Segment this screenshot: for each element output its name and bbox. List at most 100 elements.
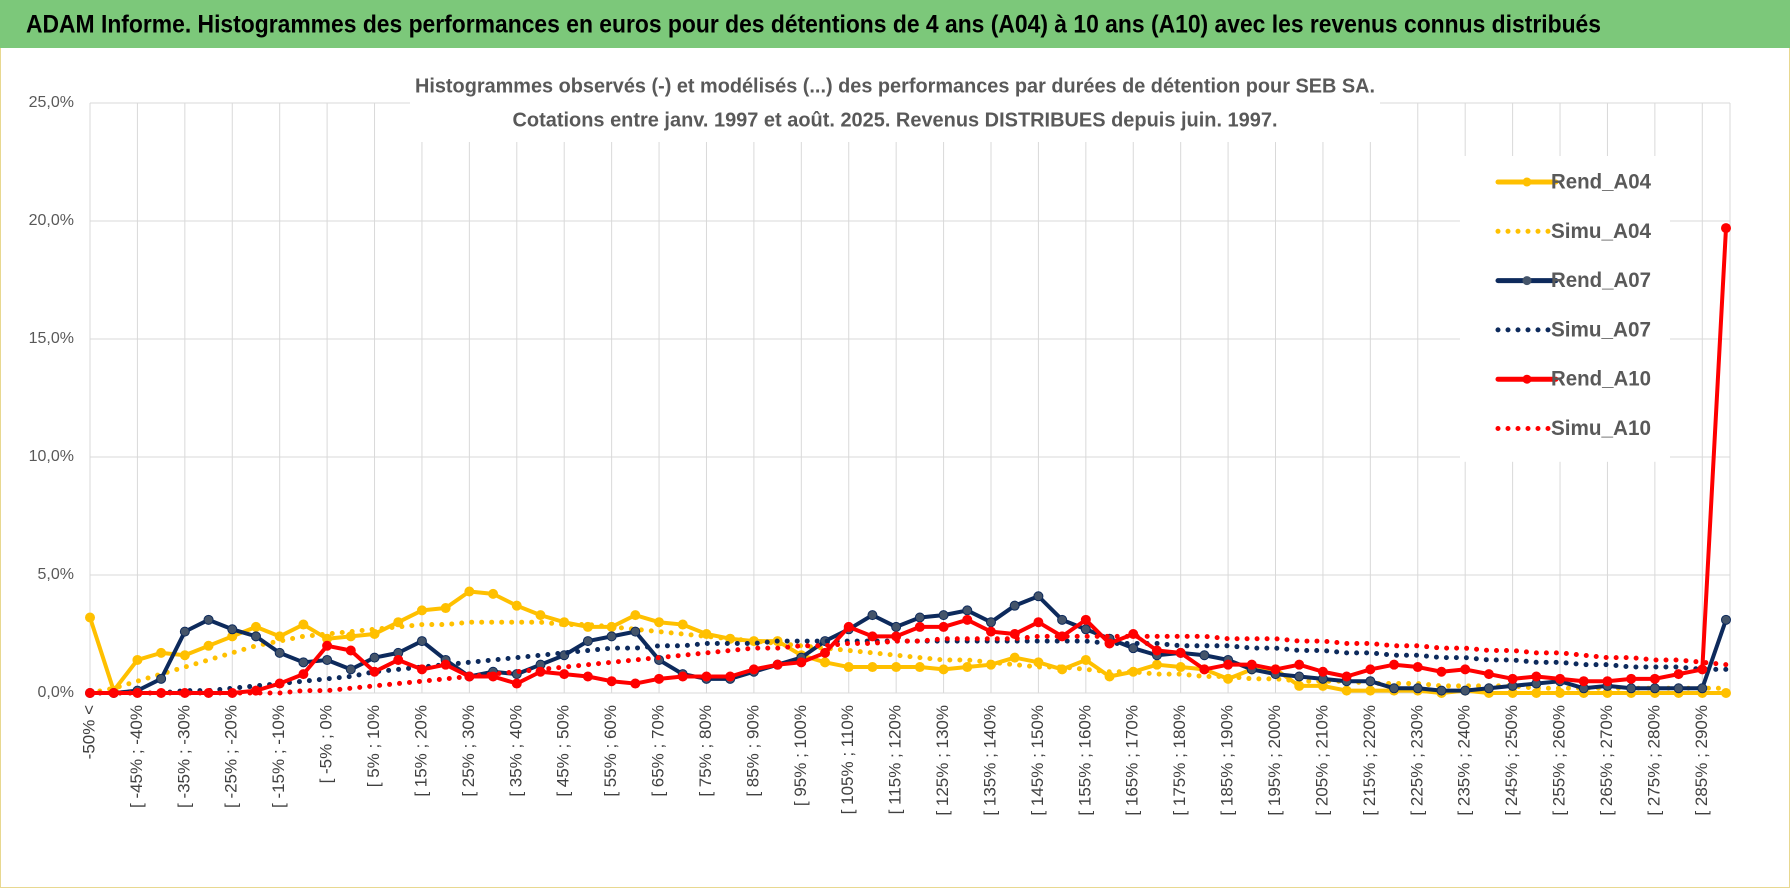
point-marker	[156, 647, 167, 658]
x-tick-label: [ 105% ; 110%	[838, 705, 857, 814]
point-marker	[1460, 664, 1471, 675]
point-marker	[132, 654, 143, 665]
x-tick-label: [ 115% ; 120%	[886, 705, 905, 814]
point-marker	[274, 647, 285, 658]
point-marker	[867, 631, 878, 642]
point-marker	[416, 664, 427, 675]
point-marker	[1697, 664, 1708, 675]
point-marker	[1151, 645, 1162, 656]
x-tick-label: [ 155% ; 160%	[1075, 705, 1094, 816]
point-marker	[1507, 673, 1518, 684]
chart-title: Histogrammes observés (-) et modélisés (…	[415, 75, 1375, 97]
point-marker	[606, 631, 617, 642]
point-marker	[1673, 683, 1684, 694]
y-tick-label: 25,0%	[29, 94, 74, 111]
point-marker	[1483, 669, 1494, 680]
point-marker	[962, 605, 973, 616]
point-marker	[1649, 683, 1660, 694]
point-marker	[1649, 673, 1660, 684]
point-marker	[250, 621, 261, 632]
point-marker	[416, 636, 427, 647]
legend-label: Simu_A10	[1551, 417, 1651, 440]
legend-label: Rend_A07	[1551, 269, 1651, 292]
legend-marker	[1522, 276, 1532, 286]
point-marker	[1389, 683, 1400, 694]
point-marker	[985, 617, 996, 628]
point-marker	[1578, 676, 1589, 687]
point-marker	[511, 600, 522, 611]
point-marker	[203, 640, 214, 651]
point-marker	[914, 612, 925, 623]
point-marker	[1436, 685, 1447, 696]
point-marker	[654, 617, 665, 628]
point-marker	[1721, 223, 1731, 234]
point-marker	[322, 654, 333, 665]
point-marker	[369, 666, 380, 677]
point-marker	[1199, 650, 1210, 661]
x-tick-label: [ -35% ; -30%	[174, 705, 193, 808]
point-marker	[1365, 685, 1376, 696]
point-marker	[1128, 643, 1139, 654]
x-tick-label: [ 245% ; 250%	[1502, 705, 1521, 816]
point-marker	[345, 645, 356, 656]
point-marker	[962, 614, 973, 625]
point-marker	[1033, 617, 1044, 628]
point-marker	[938, 621, 949, 632]
point-marker	[1199, 664, 1210, 675]
x-tick-label: [ 15% ; 20%	[411, 705, 430, 797]
legend-marker	[1522, 177, 1532, 187]
x-tick-label: [ 145% ; 150%	[1028, 705, 1047, 816]
point-marker	[1270, 664, 1281, 675]
point-marker	[1057, 614, 1068, 625]
point-marker	[488, 588, 499, 599]
point-marker	[1531, 671, 1542, 682]
point-marker	[1365, 664, 1376, 675]
legend-label: Rend_A10	[1551, 368, 1651, 391]
x-tick-label: [ 185% ; 190%	[1218, 705, 1237, 816]
y-tick-label: 0,0%	[38, 684, 74, 701]
point-marker	[298, 657, 309, 668]
x-tick-label: [ 95% ; 100%	[791, 705, 810, 806]
point-marker	[1341, 685, 1352, 696]
legend-marker	[1522, 374, 1532, 384]
point-marker	[985, 626, 996, 637]
point-marker	[701, 671, 712, 682]
point-marker	[654, 673, 665, 684]
point-marker	[1033, 591, 1044, 602]
point-marker	[914, 662, 925, 673]
point-marker	[1104, 638, 1115, 649]
point-marker	[725, 671, 736, 682]
point-marker	[1317, 666, 1328, 677]
point-marker	[606, 676, 617, 687]
x-tick-label: [ 205% ; 210%	[1312, 705, 1331, 816]
point-marker	[1365, 676, 1376, 687]
point-marker	[440, 603, 451, 614]
point-marker	[582, 671, 593, 682]
point-marker	[938, 610, 949, 621]
point-marker	[1555, 673, 1566, 684]
point-marker	[1412, 683, 1423, 694]
x-tick-label: [ -5% ; 0%	[317, 705, 336, 783]
point-marker	[1626, 683, 1637, 694]
point-marker	[1246, 659, 1257, 670]
point-marker	[677, 671, 688, 682]
point-marker	[535, 610, 546, 621]
point-marker	[820, 657, 831, 668]
x-tick-label: [ 215% ; 220%	[1360, 705, 1379, 816]
point-marker	[464, 586, 475, 597]
point-marker	[179, 650, 190, 661]
point-marker	[1483, 683, 1494, 694]
legend-label: Rend_A04	[1551, 171, 1651, 194]
point-marker	[227, 624, 238, 635]
point-marker	[559, 669, 570, 680]
x-tick-label: [ -25% ; -20%	[222, 705, 241, 808]
x-tick-label: [ 285% ; 290%	[1692, 705, 1711, 816]
point-marker	[630, 626, 641, 637]
point-marker	[274, 678, 285, 689]
point-marker	[1009, 600, 1020, 611]
point-marker	[1626, 673, 1637, 684]
point-marker	[511, 678, 522, 689]
point-marker	[85, 612, 95, 623]
x-tick-label: -50% <	[79, 705, 98, 759]
point-marker	[1673, 669, 1684, 680]
